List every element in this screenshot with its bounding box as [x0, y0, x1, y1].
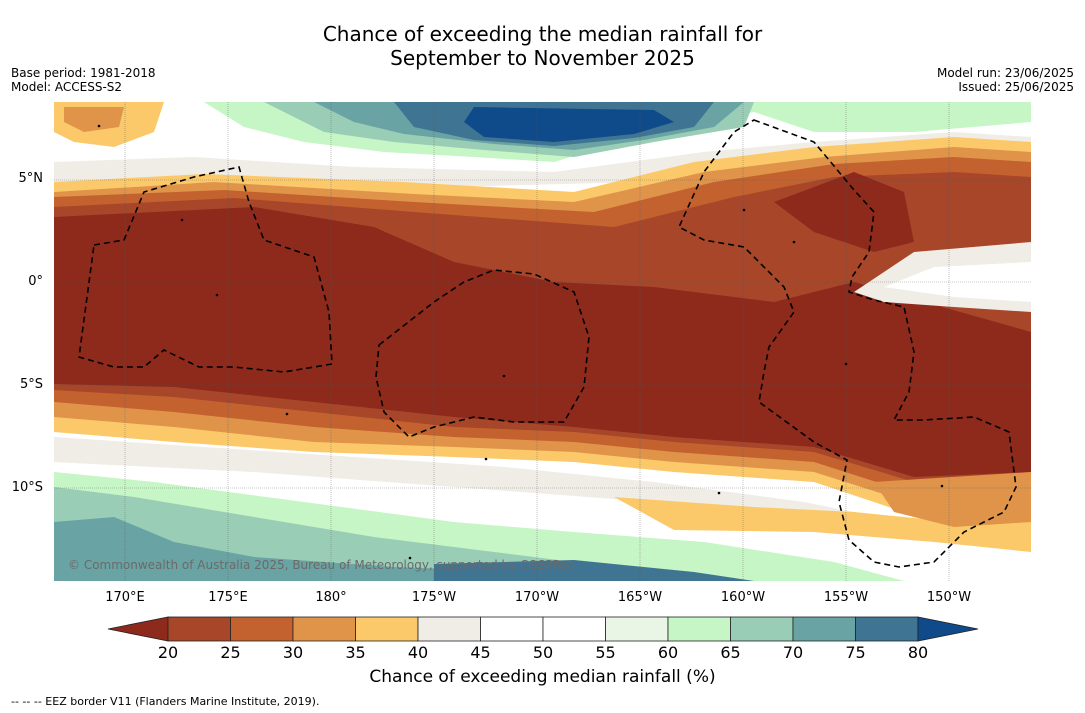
issued-date: Issued: 25/06/2025: [958, 80, 1074, 94]
lon-label-160w: 160°W: [720, 590, 766, 605]
lat-label-5n: 5°N: [18, 171, 44, 186]
title-line-1: Chance of exceeding the median rainfall …: [322, 22, 763, 46]
colorbar-tick-30: 30: [282, 643, 304, 662]
se-dry-patch: [614, 497, 1031, 552]
base-period: Base period: 1981-2018: [11, 66, 156, 80]
colorbar-box-75-80: [855, 616, 919, 642]
lat-label-10s: 10°S: [11, 480, 43, 495]
nw-dry-patch-inner: [64, 107, 124, 132]
colorbar-tick-40: 40: [407, 643, 429, 662]
eez-borders: [78, 119, 1017, 568]
lat-label-5s: 5°S: [19, 377, 43, 392]
se-dry-patch-inner: [874, 472, 1031, 527]
lon-label-165w: 165°W: [617, 590, 663, 605]
title-line-2: September to November 2025: [390, 46, 695, 70]
rainfall-map: [54, 102, 1031, 581]
colorbar-box-40-45: [417, 616, 481, 642]
colorbar-tick-65: 65: [720, 643, 741, 662]
colorbar-tick-35: 35: [345, 643, 366, 662]
east-wet-tongue-inner: [884, 262, 1031, 302]
colorbar-box-60-65: [667, 616, 731, 642]
lon-label-180: 180°: [315, 590, 347, 605]
colorbar-box-35-40: [355, 616, 419, 642]
model-name: Model: ACCESS-S2: [11, 80, 123, 94]
map-gridlines: [54, 102, 1031, 581]
model-run: Model run: 23/06/2025: [936, 66, 1074, 80]
colorbar-tick-75: 75: [845, 643, 866, 662]
colorbar-tick-45: 45: [470, 643, 491, 662]
colorbar-segments: [107, 616, 979, 642]
colorbar-tick-70: 70: [782, 643, 804, 662]
meta-left: Base period: 1981-2018 Model: ACCESS-S2: [11, 66, 156, 94]
colorbar-tick-80: 80: [907, 643, 929, 662]
lon-label-175e: 175°E: [208, 590, 248, 605]
colorbar: [107, 616, 979, 642]
colorbar-box-65-70: [730, 616, 794, 642]
eez-border-kiribati-phoenix: [375, 269, 590, 438]
colorbar-box-50-55: [542, 616, 606, 642]
copyright-notice: © Commonwealth of Australia 2025, Bureau…: [68, 558, 574, 572]
colorbar-box-70-75: [792, 616, 856, 642]
colorbar-label: Chance of exceeding median rainfall (%): [369, 667, 716, 687]
map-panel: [54, 102, 1031, 581]
lon-label-155w: 155°W: [823, 590, 869, 605]
colorbar-box-30-35: [292, 616, 356, 642]
eez-border-kiribati-gilberts: [78, 166, 333, 373]
colorbar-arrow-low: [107, 616, 169, 642]
lat-label-0: 0°: [28, 274, 43, 289]
colorbar-box-55-60: [605, 616, 669, 642]
colorbar-box-20-25: [167, 616, 231, 642]
island-markers: [97, 124, 944, 560]
eez-border-kiribati-line: [677, 119, 1017, 568]
lon-label-170w: 170°W: [514, 590, 560, 605]
eez-footnote: -- -- -- EEZ border V11 (Flanders Marine…: [11, 695, 320, 708]
south-wet-teal: [54, 517, 674, 581]
lon-label-150w: 150°W: [926, 590, 972, 605]
colorbar-tick-55: 55: [595, 643, 616, 662]
colorbar-tick-50: 50: [532, 643, 554, 662]
ne-dry-core: [774, 172, 914, 252]
lon-label-170e: 170°E: [105, 590, 145, 605]
lon-label-175w: 175°W: [411, 590, 457, 605]
colorbar-tick-60: 60: [657, 643, 679, 662]
colorbar-box-25-30: [230, 616, 294, 642]
colorbar-tick-25: 25: [220, 643, 241, 662]
colorbar-box-45-50: [480, 616, 544, 642]
dry-belt-core: [54, 207, 1031, 477]
colorbar-tick-20: 20: [157, 643, 179, 662]
south-wet-blue: [434, 560, 754, 581]
meta-right: Model run: 23/06/2025 Issued: 25/06/2025: [937, 66, 1074, 94]
map-title: Chance of exceeding the median rainfall …: [0, 22, 1085, 70]
north-wet-darkblue: [464, 107, 674, 142]
colorbar-arrow-high: [917, 616, 979, 642]
